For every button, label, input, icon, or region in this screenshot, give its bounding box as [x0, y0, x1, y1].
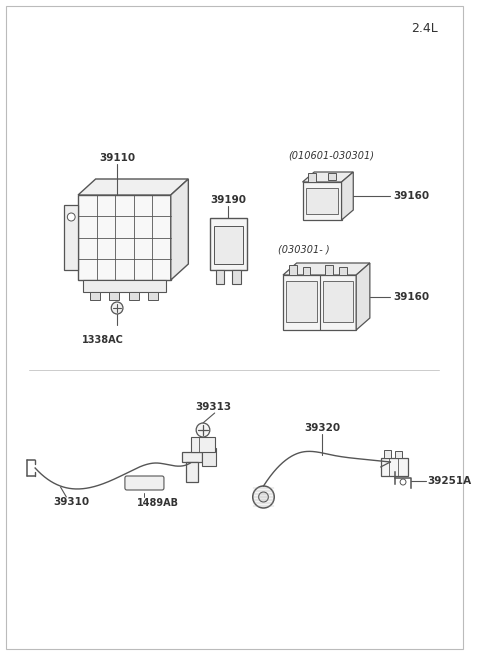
Bar: [232, 270, 241, 284]
Bar: [186, 462, 198, 482]
Polygon shape: [342, 172, 353, 220]
Bar: [210, 218, 247, 270]
Bar: [78, 195, 171, 280]
Bar: [90, 292, 99, 300]
Text: 39320: 39320: [304, 423, 340, 433]
Bar: [182, 452, 202, 462]
Bar: [395, 451, 402, 458]
Text: 39190: 39190: [210, 195, 246, 205]
Text: 2.4L: 2.4L: [411, 22, 438, 35]
FancyBboxPatch shape: [125, 476, 164, 490]
Circle shape: [253, 486, 274, 508]
Text: 39310: 39310: [54, 497, 90, 507]
Bar: [283, 275, 356, 330]
Text: 39110: 39110: [99, 153, 135, 163]
Bar: [191, 437, 215, 452]
Bar: [83, 280, 166, 292]
Text: (010601-030301): (010601-030301): [288, 150, 374, 160]
Bar: [286, 281, 317, 322]
Polygon shape: [356, 263, 370, 330]
Bar: [202, 448, 216, 466]
Bar: [129, 292, 139, 300]
Polygon shape: [78, 179, 188, 195]
Bar: [289, 265, 297, 275]
Bar: [302, 267, 311, 275]
Text: 39251A: 39251A: [427, 476, 471, 486]
Text: 39160: 39160: [393, 191, 430, 201]
Bar: [64, 205, 78, 270]
Bar: [384, 450, 391, 458]
Bar: [308, 173, 316, 182]
Bar: [323, 281, 353, 322]
Circle shape: [259, 492, 268, 502]
Bar: [381, 458, 408, 476]
Polygon shape: [171, 179, 188, 280]
Bar: [328, 173, 336, 180]
Polygon shape: [302, 172, 353, 182]
Circle shape: [400, 479, 406, 485]
Circle shape: [196, 423, 210, 437]
Bar: [214, 226, 243, 264]
Bar: [325, 265, 333, 275]
Text: 1489AB: 1489AB: [137, 498, 179, 508]
Bar: [109, 292, 119, 300]
Circle shape: [111, 302, 123, 314]
Bar: [339, 267, 347, 275]
Bar: [148, 292, 158, 300]
Text: 39313: 39313: [195, 402, 231, 412]
Bar: [216, 270, 225, 284]
Text: 1338AC: 1338AC: [82, 335, 123, 345]
Bar: [306, 188, 337, 214]
Circle shape: [67, 213, 75, 221]
Text: (030301- ): (030301- ): [278, 245, 330, 255]
Polygon shape: [283, 263, 370, 275]
Bar: [302, 182, 342, 220]
Text: 39160: 39160: [393, 291, 430, 301]
